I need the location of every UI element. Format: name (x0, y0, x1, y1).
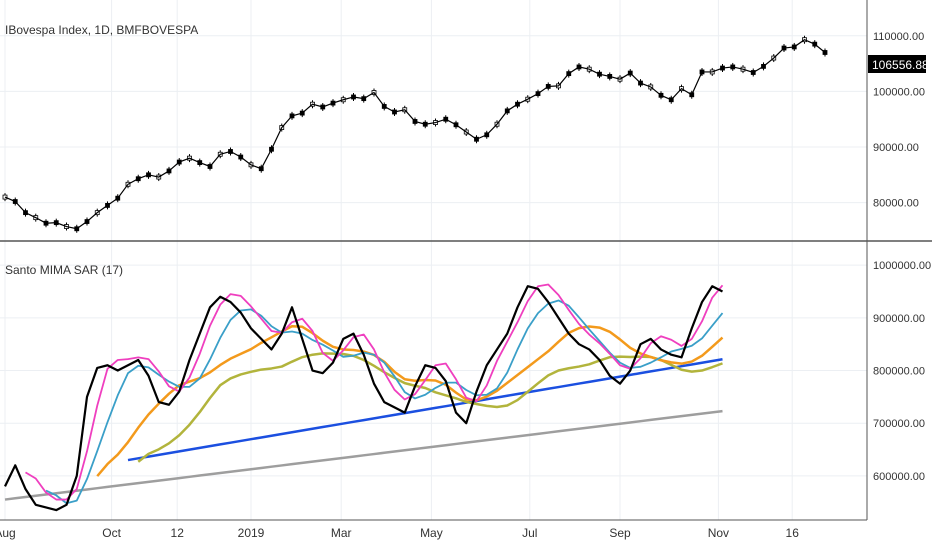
time-tick-label: Sep (609, 526, 631, 540)
indicator-tick-label: 900000.00 (873, 313, 925, 325)
indicator-tick-label: 600000.00 (873, 471, 925, 483)
gridlines (0, 0, 867, 520)
last-price-label: 106556.88 (872, 58, 929, 72)
time-tick-label: Jul (522, 526, 537, 540)
time-tick-label: 2019 (238, 526, 265, 540)
time-tick-label: Nov (708, 526, 729, 540)
time-scale[interactable]: Aug Oct 12 2019 Mar May Jul Sep Nov 16 (0, 526, 799, 540)
indicator-tick-label: 1000000.00 (873, 260, 931, 272)
price-line (4, 39, 826, 230)
oscillator-line (4, 285, 724, 512)
magenta-average-line (25, 283, 724, 501)
last-price-badge (868, 55, 926, 73)
price-tick-label: 80000.00 (873, 198, 919, 210)
gray-average-line (4, 409, 723, 501)
orange-average-line (96, 325, 724, 477)
top-pane-title: IBovespa Index, 1D, BMFBOVESPA (5, 23, 198, 37)
price-tick-label: 110000.00 (873, 31, 924, 43)
time-tick-label: Oct (102, 526, 121, 540)
indicator-tick-label: 800000.00 (873, 366, 925, 378)
blue-average-line (127, 358, 723, 462)
indicator-scale[interactable]: 600000.00 700000.00 800000.00 900000.00 1000… (873, 260, 931, 483)
indicator-tick-label: 700000.00 (873, 418, 925, 430)
olive-average-line (137, 352, 723, 463)
time-tick-label: 16 (786, 526, 800, 540)
time-tick-label: May (420, 526, 443, 540)
time-tick-label: 12 (171, 526, 185, 540)
price-scale[interactable]: 80000.00 90000.00 100000.00 110000.00 (873, 31, 925, 210)
price-pane (2, 35, 828, 233)
price-tick-label: 90000.00 (873, 142, 919, 154)
bottom-pane-title: Santo MIMA SAR (17) (5, 263, 123, 277)
indicator-pane (4, 283, 724, 512)
time-tick-label: Mar (331, 526, 352, 540)
price-tick-label: 100000.00 (873, 86, 925, 98)
time-tick-label: Aug (0, 526, 16, 540)
